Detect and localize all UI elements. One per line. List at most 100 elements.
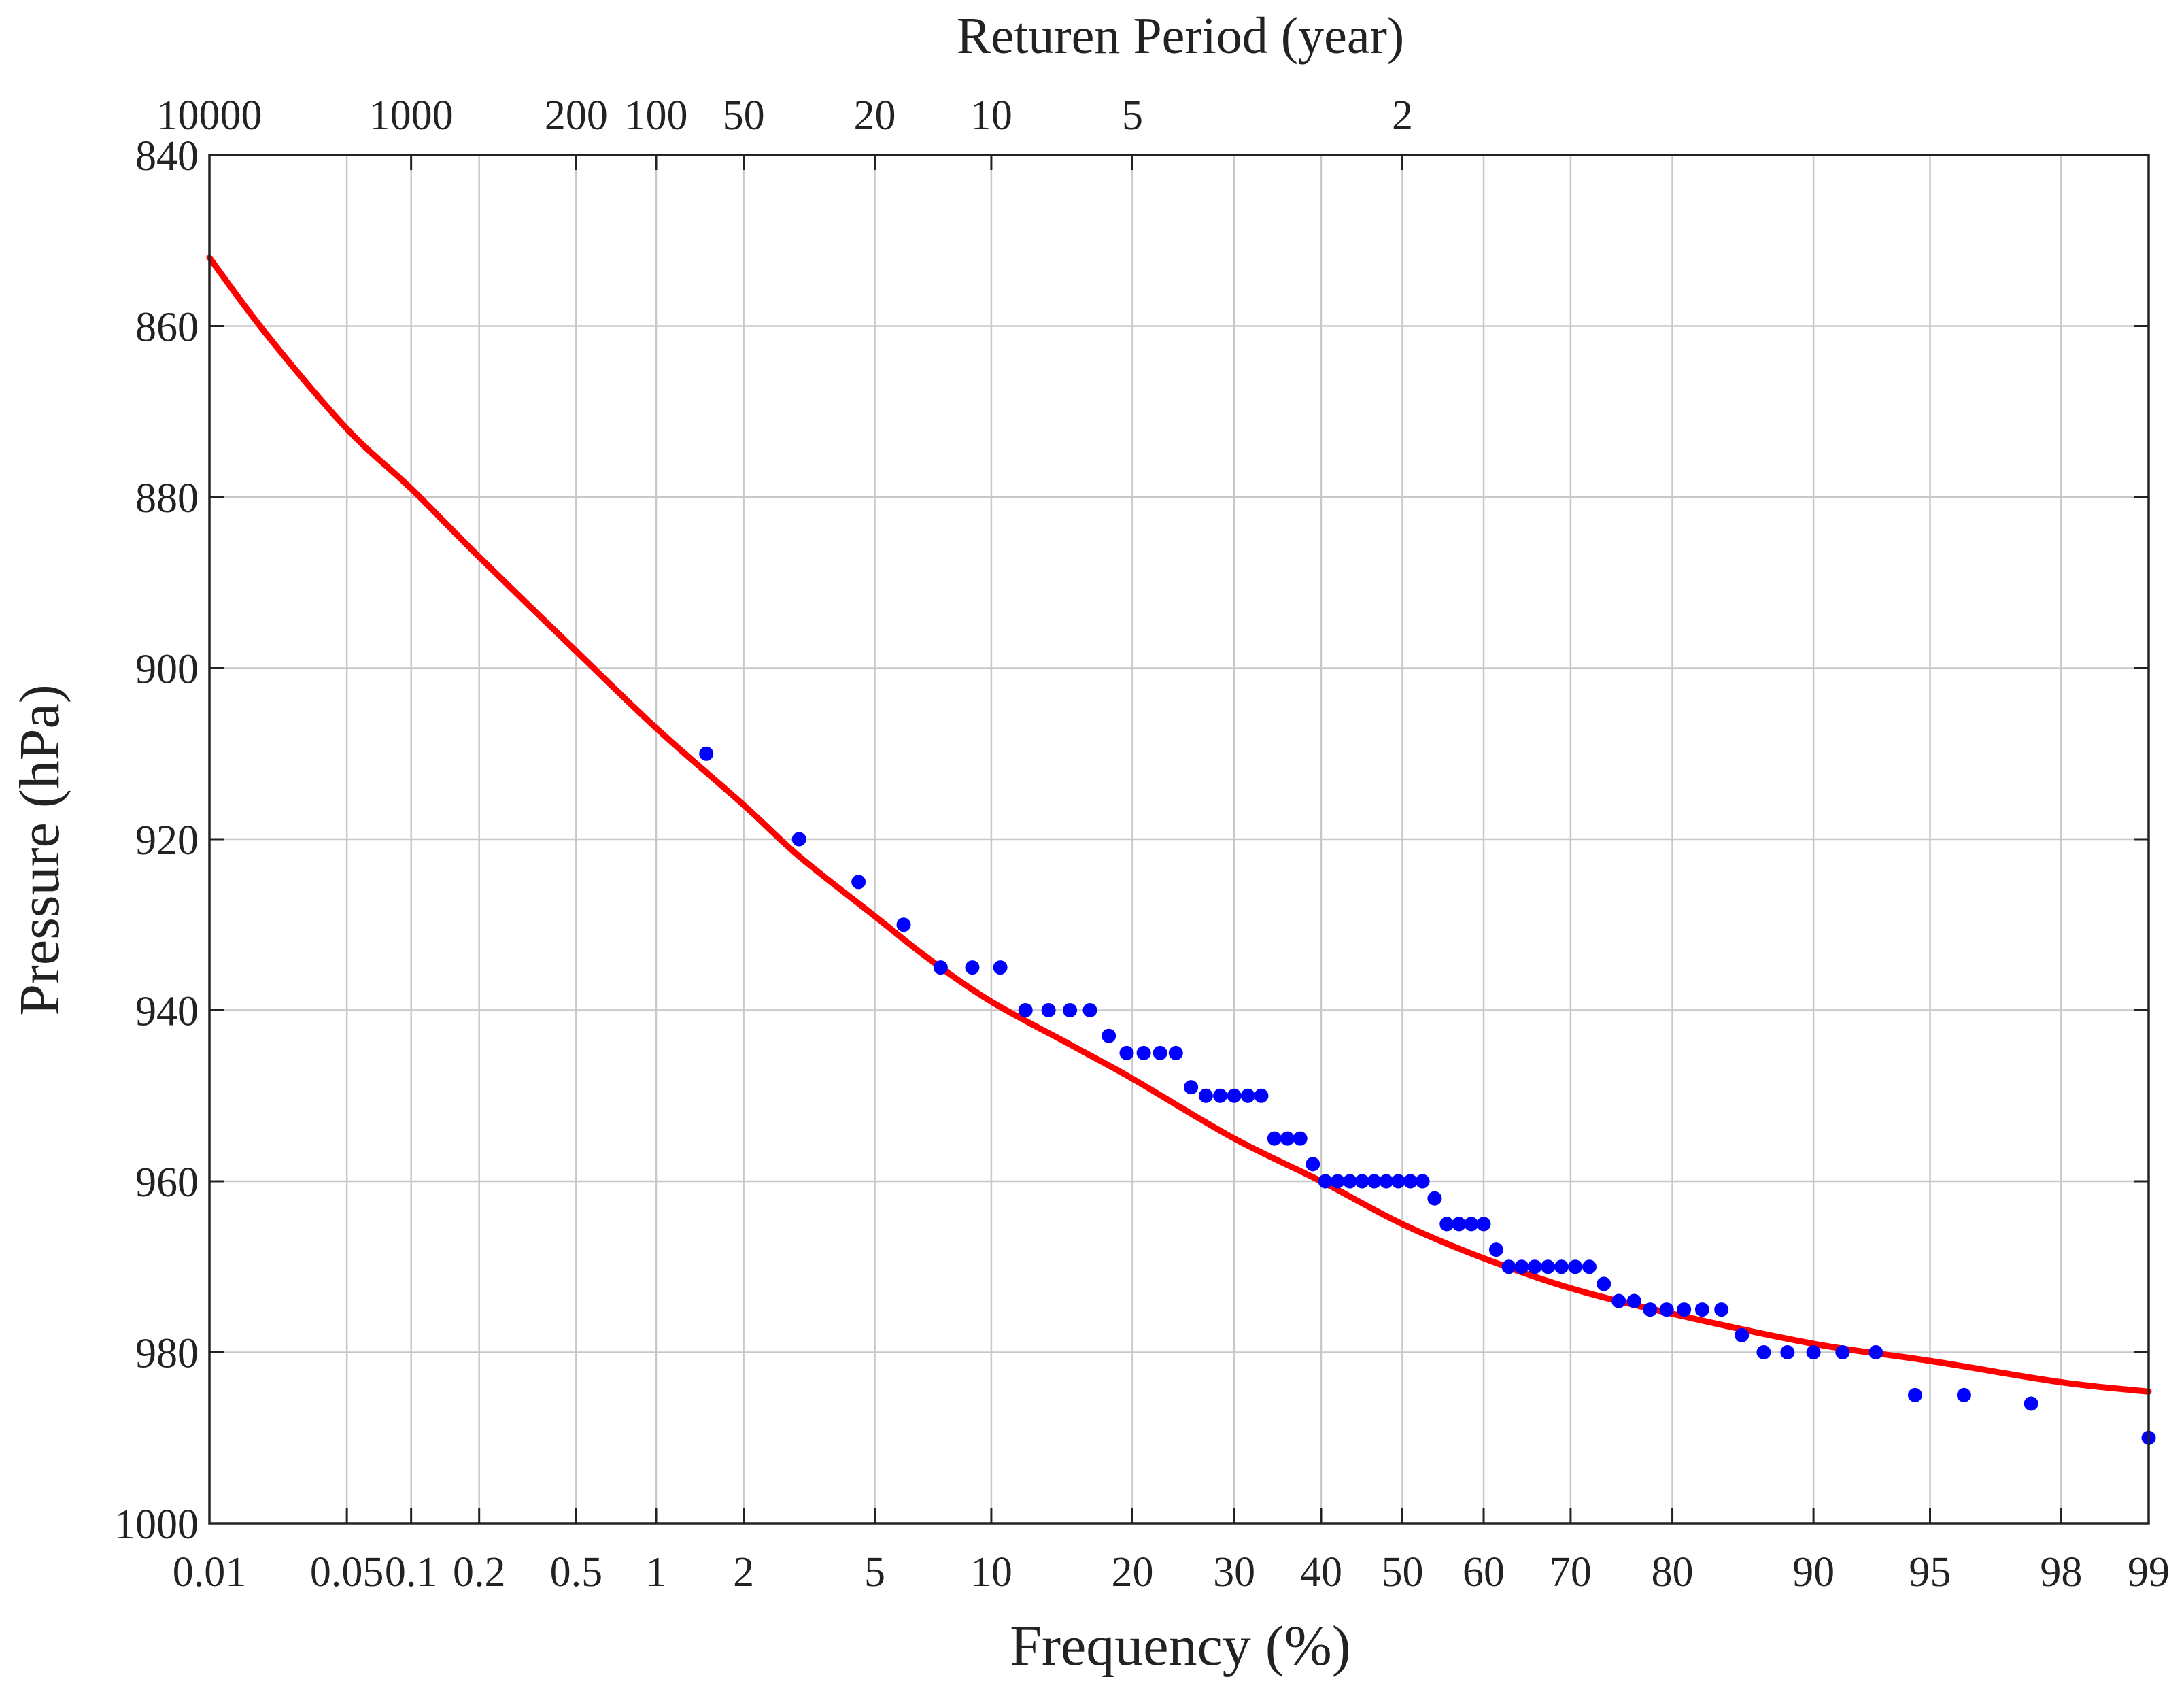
observed-point [1041, 1003, 1056, 1017]
top-tick-label: 1000 [369, 92, 454, 139]
x-tick-label: 90 [1792, 1549, 1835, 1595]
observed-point [1153, 1045, 1167, 1060]
x-tick-label: 80 [1652, 1549, 1694, 1595]
observed-point [1018, 1003, 1033, 1017]
observed-point [1280, 1131, 1295, 1146]
x-tick-label: 40 [1300, 1549, 1342, 1595]
x-tick-label: 50 [1382, 1549, 1424, 1595]
top-tick-label: 100 [625, 92, 688, 139]
observed-point [1568, 1259, 1583, 1274]
observed-point [791, 832, 806, 847]
observed-point [1415, 1174, 1430, 1189]
observed-point [1514, 1259, 1529, 1274]
observed-point [1554, 1259, 1569, 1274]
observed-point [1907, 1387, 1922, 1402]
top-axis-title: Returen Period (year) [957, 7, 1404, 65]
axes [208, 154, 2150, 1525]
observed-point [896, 917, 911, 932]
observed-point [1254, 1088, 1269, 1103]
observed-point [851, 875, 866, 890]
observed-point [1198, 1088, 1213, 1103]
plot-frame [208, 154, 2150, 1525]
observed-point [1835, 1345, 1850, 1359]
observed-point [1582, 1259, 1597, 1274]
x-axis-title: Frequency (%) [1010, 1614, 1350, 1678]
x-tick-label: 20 [1111, 1549, 1153, 1595]
observed-point [2024, 1396, 2038, 1411]
x-tick-label: 95 [1909, 1549, 1951, 1595]
observed-point [1626, 1293, 1641, 1308]
observed-point [699, 746, 714, 761]
observed-point [1403, 1174, 1418, 1189]
observed-point [1597, 1276, 1611, 1291]
y-tick-label: 840 [135, 133, 199, 180]
x-tick-label: 0.05 [310, 1549, 384, 1595]
y-axis-title: Pressure (hPa) [8, 684, 71, 1016]
observed-point [1213, 1088, 1228, 1103]
observed-point [1735, 1327, 1750, 1342]
x-tick-label: 99 [2128, 1549, 2170, 1595]
top-tick-label: 2 [1392, 92, 1413, 139]
y-tick-label: 960 [135, 1160, 199, 1206]
observed-point [1659, 1302, 1674, 1317]
observed-point [1342, 1174, 1357, 1189]
observed-point [1439, 1217, 1454, 1232]
observed-point [1488, 1242, 1503, 1257]
observed-point [1780, 1345, 1795, 1359]
observed-point [1956, 1387, 1971, 1402]
top-tick-label: 20 [854, 92, 896, 139]
observed-point [1367, 1174, 1382, 1189]
y-tick-label: 940 [135, 989, 199, 1035]
y-tick-label: 900 [135, 647, 199, 693]
top-tick-label: 50 [723, 92, 765, 139]
y-tick-label: 880 [135, 475, 199, 522]
observed-point [993, 960, 1008, 975]
observed-point [965, 960, 980, 975]
observed-point [1379, 1174, 1394, 1189]
observed-point [1391, 1174, 1406, 1189]
observed-point [1330, 1174, 1345, 1189]
observed-point [1119, 1045, 1134, 1060]
observed-point [1476, 1217, 1491, 1232]
observed-point [1354, 1174, 1369, 1189]
top-tick-label: 10000 [157, 92, 262, 139]
observed-point [1869, 1345, 1883, 1359]
observed-point [1643, 1302, 1658, 1317]
x-tick-label: 0.5 [550, 1549, 603, 1595]
grid-lines [209, 155, 2149, 1523]
x-tick-label: 70 [1550, 1549, 1592, 1595]
observed-point [1306, 1157, 1320, 1172]
y-tick-label: 920 [135, 817, 199, 864]
observed-point [1527, 1259, 1542, 1274]
x-tick-label: 5 [864, 1549, 885, 1595]
observed-point [933, 960, 948, 975]
y-tick-label: 980 [135, 1331, 199, 1377]
observed-point [1063, 1003, 1078, 1017]
observed-point [1501, 1259, 1516, 1274]
top-tick-label: 10 [970, 92, 1012, 139]
observed-point [1102, 1028, 1116, 1043]
observed-point [1611, 1293, 1626, 1308]
observed-point [1227, 1088, 1242, 1103]
observed-point [1318, 1174, 1333, 1189]
observed-point [1714, 1302, 1729, 1317]
observed-point [1240, 1088, 1255, 1103]
observed-point [1267, 1131, 1282, 1146]
x-tick-label: 30 [1213, 1549, 1255, 1595]
top-tick-label: 200 [545, 92, 608, 139]
observed-point [1677, 1302, 1692, 1317]
observed-point [1168, 1045, 1183, 1060]
x-tick-label: 0.1 [385, 1549, 438, 1595]
x-tick-label: 2 [733, 1549, 754, 1595]
tick-labels: 0.01 0.05 0.1 0.2 0.5 1 2 5 10 20 30 40 50 60 70 80 90 95… [114, 92, 2170, 1595]
fitted-curve-line [206, 254, 2152, 1395]
observed-point [1806, 1345, 1821, 1359]
y-tick-label: 1000 [114, 1502, 199, 1548]
x-tick-label: 0.01 [173, 1549, 247, 1595]
observed-point [1694, 1302, 1709, 1317]
fitted-curve-layer [206, 254, 2152, 1395]
x-tick-label: 98 [2040, 1549, 2082, 1595]
top-tick-label: 5 [1122, 92, 1143, 139]
y-tick-label: 860 [135, 305, 199, 351]
observed-point [1184, 1080, 1199, 1095]
